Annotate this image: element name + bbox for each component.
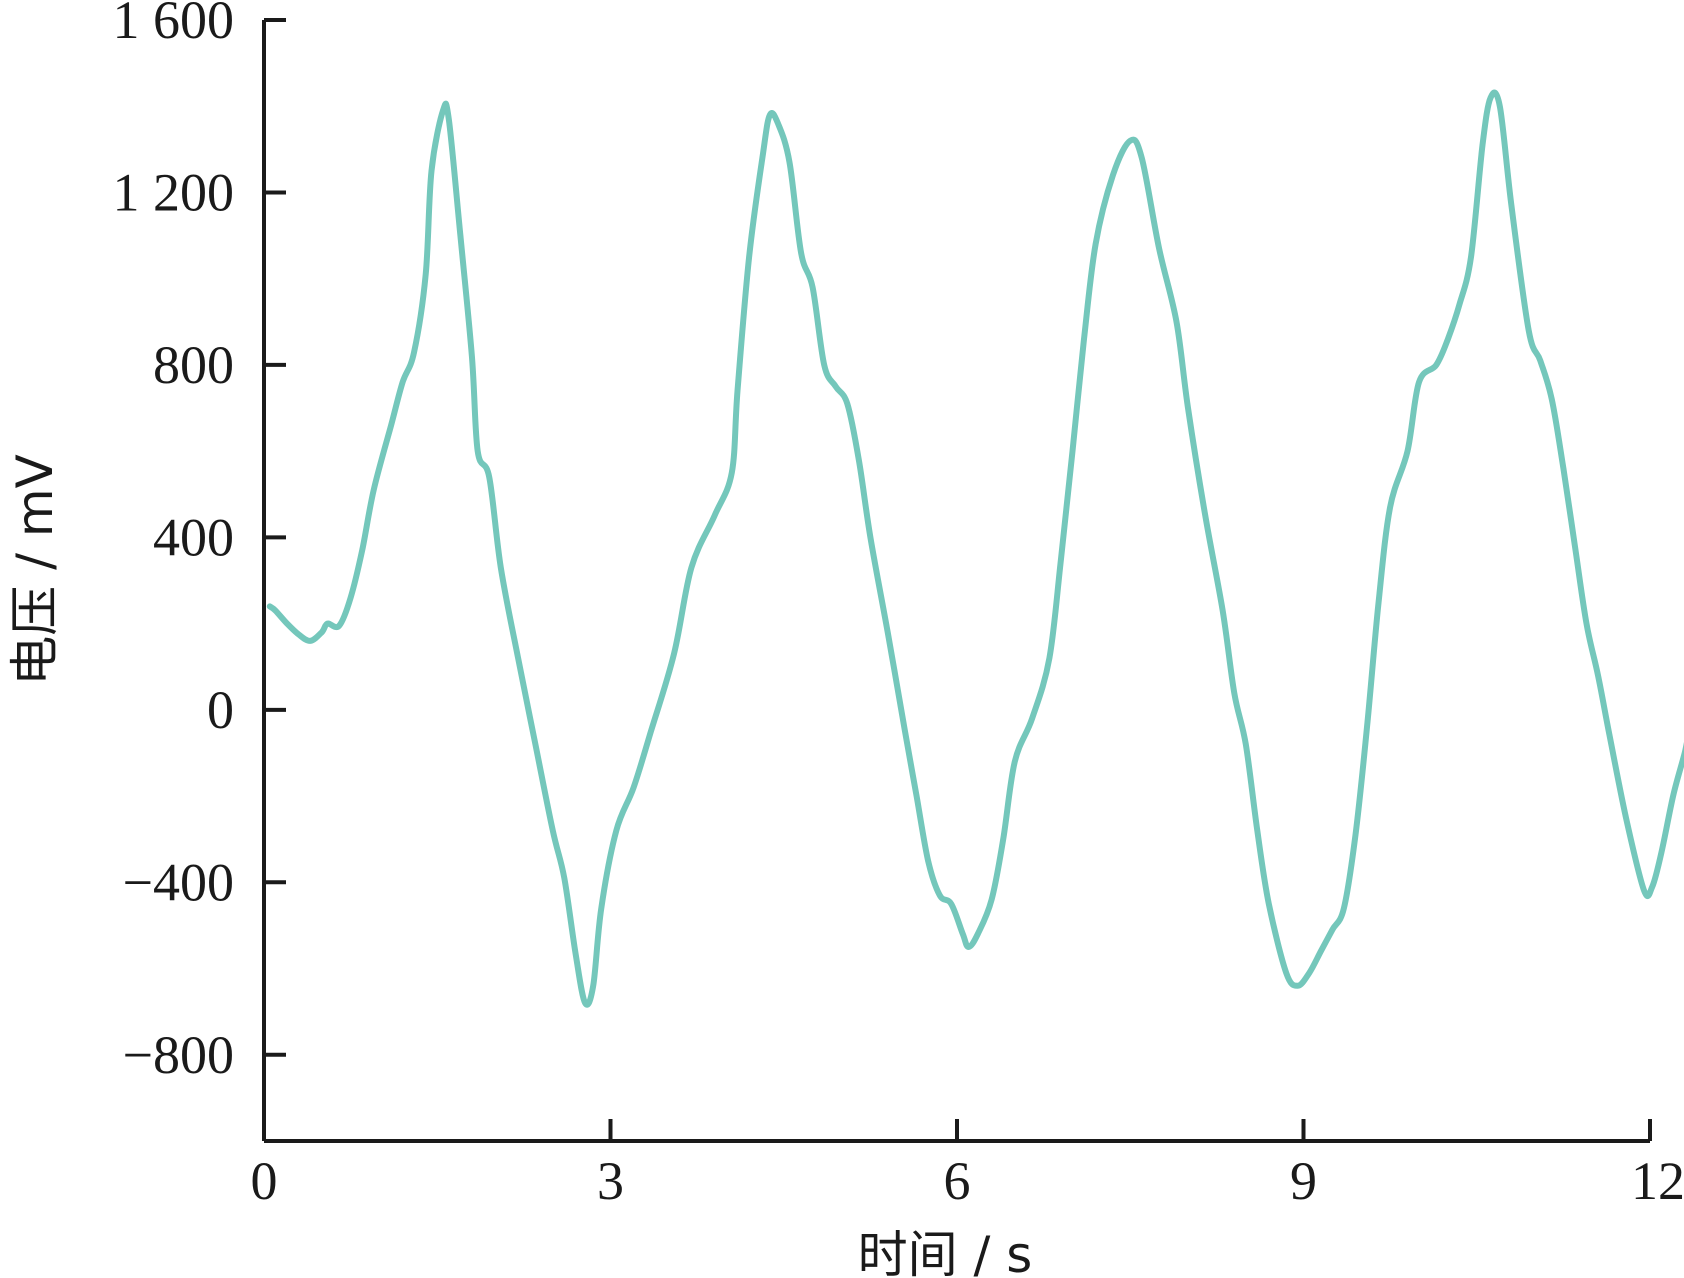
y-tick-label: −400 [123, 852, 234, 912]
y-tick-label: 0 [207, 680, 234, 740]
y-axis-title: 电压 / mV [6, 454, 64, 686]
axes [262, 20, 1650, 1143]
x-axis-title: 时间 / s [858, 1226, 1033, 1278]
y-tick-label: −800 [123, 1025, 234, 1085]
x-tick-label: 12 [1631, 1151, 1684, 1211]
y-tick-label: 1 600 [113, 0, 235, 50]
y-tick-label: 800 [153, 335, 234, 395]
x-tick-label: 0 [251, 1151, 278, 1211]
voltage-series-line [266, 89, 1684, 1008]
y-tick-label: 1 200 [113, 162, 235, 222]
x-tick-label: 3 [597, 1151, 624, 1211]
y-tick-label: 400 [153, 507, 234, 567]
x-ticks: 0 3 6 9 12 [251, 1119, 1684, 1211]
series-layer [266, 89, 1684, 1008]
y-ticks: −800 −400 0 400 800 1 200 1 600 [113, 0, 286, 1085]
x-tick-label: 6 [944, 1151, 971, 1211]
x-tick-label: 9 [1290, 1151, 1317, 1211]
